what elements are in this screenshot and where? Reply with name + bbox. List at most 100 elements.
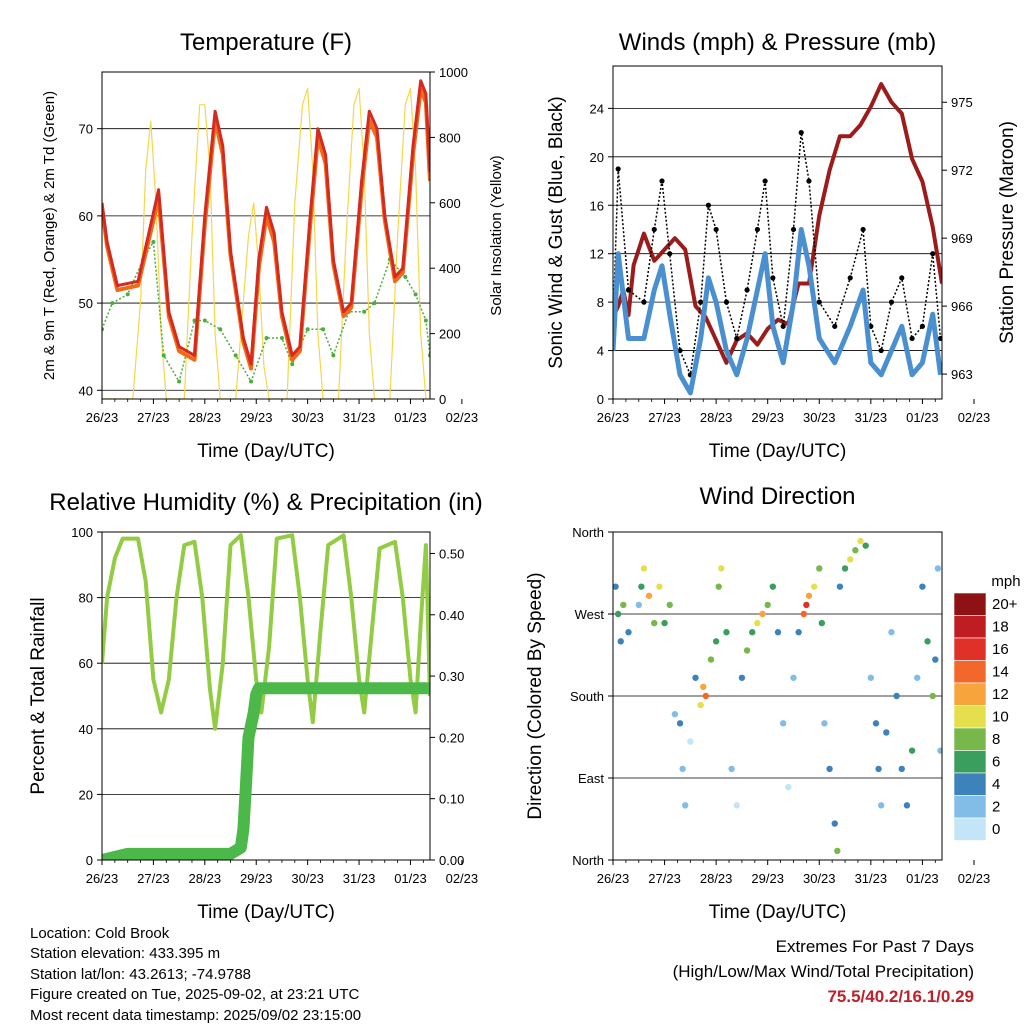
legend-label: 6 <box>992 754 1000 771</box>
legend-label: 18 <box>992 619 1009 636</box>
x-tick-label: 01/23 <box>394 410 427 425</box>
y-tick-label: 24 <box>590 101 604 116</box>
x-tick-label: 26/23 <box>86 410 119 425</box>
y-tick-label: 70 <box>79 122 93 137</box>
legend-swatch <box>953 772 987 796</box>
direction-point <box>692 674 699 681</box>
y-tick-label: South <box>570 689 604 704</box>
x-tick-label: 02/23 <box>958 871 991 886</box>
direction-point <box>754 619 761 627</box>
direction-point <box>671 711 679 718</box>
direction-point <box>919 583 926 590</box>
temp2m-line <box>102 79 430 366</box>
y2-tick-label: 400 <box>439 261 461 276</box>
direction-point <box>831 820 838 827</box>
legend-swatch <box>953 637 987 661</box>
direction-point <box>795 629 802 636</box>
direction-point <box>929 692 936 700</box>
y2-tick-label: 975 <box>951 95 973 110</box>
direction-point <box>810 583 818 590</box>
y2-tick-label: 600 <box>439 196 461 211</box>
gust-line <box>613 132 942 378</box>
x-tick-label: 26/23 <box>86 871 119 886</box>
direction-point <box>715 583 722 590</box>
direction-point <box>877 802 885 809</box>
extremes-subtitle: (High/Low/Max Wind/Total Precipitation) <box>672 962 974 981</box>
y-tick-label: 8 <box>597 295 604 310</box>
y-tick-label: 60 <box>79 656 93 671</box>
y2-tick-label: 0 <box>439 392 446 407</box>
direction-point <box>738 674 746 681</box>
y-tick-label: 20 <box>79 787 93 802</box>
legend-label: 4 <box>992 776 1000 793</box>
direction-point <box>723 629 730 636</box>
x-tick-label: 31/23 <box>343 871 376 886</box>
y2-tick-label: 200 <box>439 327 461 342</box>
legend-swatch <box>953 592 987 616</box>
x-tick-label: 31/23 <box>855 871 888 886</box>
y-tick-label: 0 <box>86 853 93 868</box>
x-tick-label: 27/23 <box>648 871 681 886</box>
y-tick-label: North <box>572 853 604 868</box>
direction-point <box>645 592 653 599</box>
x-axis-label: Time (Day/UTC) <box>197 902 335 923</box>
y-tick-label: 60 <box>79 209 93 224</box>
y2-tick-label: 0.50 <box>439 546 464 561</box>
direction-point <box>821 720 828 727</box>
direction-point <box>620 601 627 609</box>
x-tick-label: 27/23 <box>648 410 681 425</box>
direction-point <box>914 674 921 681</box>
y-axis-label: 2m & 9m T (Red, Orange) & 2m Td (Green) <box>41 91 58 380</box>
y-tick-label: 40 <box>79 383 93 398</box>
direction-point <box>759 610 766 618</box>
x-tick-label: 30/23 <box>291 871 324 886</box>
x-tick-label: 02/23 <box>446 871 479 886</box>
extremes-box: Extremes For Past 7 Days (High/Low/Max W… <box>673 934 974 1009</box>
direction-point <box>893 692 900 700</box>
direction-point <box>712 638 720 645</box>
direction-point <box>785 783 792 791</box>
direction-point <box>898 765 905 773</box>
direction-point <box>875 765 882 773</box>
legend-swatch <box>953 682 987 706</box>
x-tick-label: 29/23 <box>751 871 784 886</box>
latlon-text: Station lat/lon: 43.2613; -74.9788 <box>30 965 252 983</box>
y-tick-label: 12 <box>590 247 604 262</box>
gust-point <box>798 130 804 136</box>
wind-line <box>613 227 942 396</box>
y2-tick-label: 0.10 <box>439 792 464 807</box>
y-axis-label: Direction (Colored By Speed) <box>525 572 546 819</box>
direction-point <box>841 565 849 572</box>
x-tick-label: 31/23 <box>855 410 888 425</box>
y2-axis-label: Solar Insolation (Yellow) <box>488 155 505 315</box>
x-tick-label: 29/23 <box>240 871 273 886</box>
direction-point <box>857 537 864 545</box>
direction-point <box>702 692 710 700</box>
direction-point <box>847 556 854 563</box>
chart-title: Temperature (F) <box>180 29 352 56</box>
x-axis-label: Time (Day/UTC) <box>709 902 847 923</box>
direction-point <box>834 847 841 855</box>
x-axis-label: Time (Day/UTC) <box>197 441 335 462</box>
y2-tick-label: 0.20 <box>439 730 464 745</box>
legend-label: 20+ <box>992 596 1018 613</box>
x-tick-label: 28/23 <box>189 410 222 425</box>
y2-tick-label: 972 <box>951 163 973 178</box>
direction-point <box>679 765 686 773</box>
legend-label: 0 <box>992 821 1000 838</box>
direction-point <box>805 592 813 599</box>
direction-point <box>656 583 663 590</box>
direction-point <box>733 802 740 809</box>
rh-line <box>102 533 430 731</box>
direction-point <box>800 610 807 618</box>
plot-frame <box>612 65 943 400</box>
y2-tick-label: 0.30 <box>439 669 464 684</box>
legend-swatch <box>953 795 987 819</box>
elevation-text: Station elevation: 433.395 m <box>30 945 221 963</box>
x-tick-label: 30/23 <box>291 410 324 425</box>
x-tick-label: 28/23 <box>700 871 733 886</box>
plot-frame <box>101 531 431 861</box>
direction-point <box>867 674 875 681</box>
direction-point <box>934 565 942 572</box>
